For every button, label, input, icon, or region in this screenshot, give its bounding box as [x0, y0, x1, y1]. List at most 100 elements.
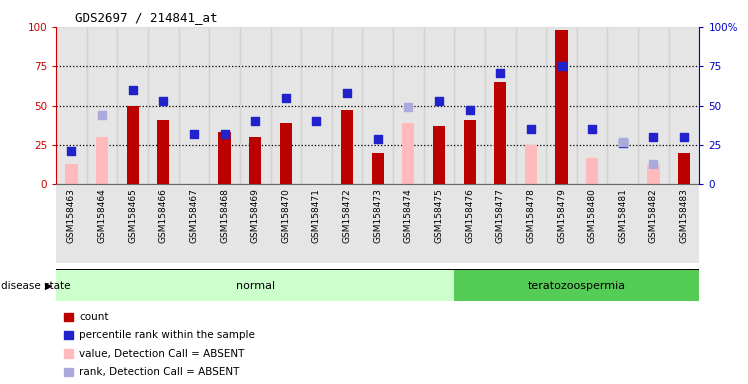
Bar: [280, 123, 292, 184]
Bar: [546, 27, 577, 184]
Bar: [65, 164, 78, 184]
Bar: [363, 184, 393, 263]
Text: GSM158478: GSM158478: [527, 188, 536, 243]
Point: [556, 63, 568, 70]
Bar: [209, 184, 240, 263]
Bar: [218, 132, 230, 184]
Bar: [87, 27, 117, 184]
Point: [218, 131, 230, 137]
Text: GSM158480: GSM158480: [588, 188, 597, 243]
Bar: [515, 27, 546, 184]
Text: GSM158465: GSM158465: [128, 188, 137, 243]
Point: [648, 161, 660, 167]
Bar: [485, 184, 515, 263]
Point: [157, 98, 169, 104]
Bar: [423, 184, 454, 263]
Bar: [577, 27, 607, 184]
Text: GSM158470: GSM158470: [281, 188, 290, 243]
Text: count: count: [79, 312, 108, 322]
Point: [341, 90, 353, 96]
Bar: [556, 30, 568, 184]
Bar: [586, 157, 598, 184]
Point: [617, 139, 629, 145]
Text: GSM158483: GSM158483: [680, 188, 689, 243]
Text: teratozoospermia: teratozoospermia: [528, 281, 626, 291]
Text: GSM158475: GSM158475: [435, 188, 444, 243]
Point: [96, 112, 108, 118]
Text: GSM158463: GSM158463: [67, 188, 76, 243]
Bar: [607, 184, 638, 263]
Text: GDS2697 / 214841_at: GDS2697 / 214841_at: [75, 12, 217, 25]
Point: [617, 140, 629, 146]
Bar: [433, 126, 445, 184]
Bar: [240, 27, 271, 184]
Bar: [301, 184, 332, 263]
Bar: [494, 82, 506, 184]
Bar: [96, 137, 108, 184]
Text: disease state: disease state: [1, 281, 70, 291]
Bar: [56, 184, 87, 263]
Text: GSM158464: GSM158464: [97, 188, 106, 243]
Text: GSM158472: GSM158472: [343, 188, 352, 243]
Bar: [341, 110, 353, 184]
Text: GSM158481: GSM158481: [619, 188, 628, 243]
Text: percentile rank within the sample: percentile rank within the sample: [79, 330, 255, 340]
Bar: [454, 270, 699, 301]
Bar: [577, 184, 607, 263]
Text: GSM158466: GSM158466: [159, 188, 168, 243]
Bar: [638, 184, 669, 263]
Bar: [271, 27, 301, 184]
Point: [310, 118, 322, 124]
Text: GSM158473: GSM158473: [373, 188, 382, 243]
Text: GSM158477: GSM158477: [496, 188, 505, 243]
Point: [648, 134, 660, 140]
Point: [188, 131, 200, 137]
Text: GSM158469: GSM158469: [251, 188, 260, 243]
Point: [433, 98, 445, 104]
Bar: [393, 184, 423, 263]
Bar: [678, 153, 690, 184]
Bar: [669, 184, 699, 263]
Bar: [332, 184, 363, 263]
Point: [678, 134, 690, 140]
Text: GSM158474: GSM158474: [404, 188, 413, 243]
Bar: [157, 120, 170, 184]
Bar: [464, 120, 476, 184]
Text: normal: normal: [236, 281, 275, 291]
Bar: [546, 184, 577, 263]
Bar: [607, 27, 638, 184]
Bar: [332, 27, 363, 184]
Text: GSM158471: GSM158471: [312, 188, 321, 243]
Bar: [402, 123, 414, 184]
Point: [402, 104, 414, 110]
Bar: [363, 27, 393, 184]
Bar: [87, 184, 117, 263]
Bar: [209, 27, 240, 184]
Bar: [117, 184, 148, 263]
Text: GSM158482: GSM158482: [649, 188, 658, 243]
Point: [372, 136, 384, 142]
Text: GSM158468: GSM158468: [220, 188, 229, 243]
Bar: [638, 27, 669, 184]
Text: GSM158479: GSM158479: [557, 188, 566, 243]
Point: [65, 148, 77, 154]
Bar: [525, 145, 537, 184]
Bar: [240, 184, 271, 263]
Bar: [56, 27, 87, 184]
Point: [494, 70, 506, 76]
Bar: [56, 270, 454, 301]
Bar: [647, 166, 660, 184]
Point: [126, 87, 138, 93]
Bar: [179, 27, 209, 184]
Bar: [515, 184, 546, 263]
Text: value, Detection Call = ABSENT: value, Detection Call = ABSENT: [79, 349, 245, 359]
Point: [464, 107, 476, 113]
Bar: [669, 27, 699, 184]
Text: rank, Detection Call = ABSENT: rank, Detection Call = ABSENT: [79, 367, 239, 377]
Bar: [485, 27, 515, 184]
Bar: [372, 153, 384, 184]
Bar: [148, 184, 179, 263]
Point: [525, 126, 537, 132]
Point: [249, 118, 261, 124]
Bar: [179, 184, 209, 263]
